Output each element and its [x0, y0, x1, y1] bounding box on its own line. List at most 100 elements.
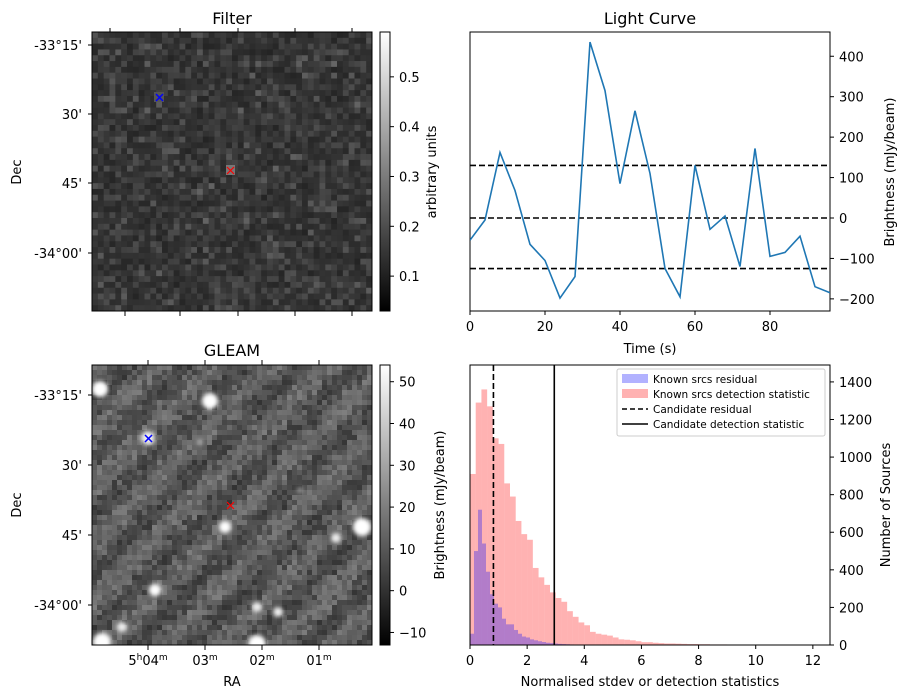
- gleam-colorbar-tick: 40: [399, 418, 416, 433]
- histogram-xlabel: Normalised stdev or detection statistics: [521, 675, 780, 690]
- gleam-colorbar-tick: 30: [399, 459, 416, 474]
- filter-colorbar: [379, 31, 391, 312]
- filter-colorbar-tick: 0.1: [399, 270, 420, 285]
- filter-colorbar-ticks: 0.1 0.2 0.3 0.4 0.5: [390, 71, 420, 285]
- filter-panel: Filter -33°15'30'45'-34°00' Dec 0.10.20.…: [10, 9, 440, 316]
- histogram-bar: [561, 601, 568, 645]
- filter-top-ticks: [109, 28, 353, 316]
- lightcurve-xlabel: Time (s): [623, 342, 677, 357]
- gleam-panel: GLEAM -33°15'30'45'-34°00' 5h04m 03m 02m 01…: [10, 341, 426, 690]
- lightcurve-ytick-label: −100: [839, 252, 875, 267]
- gleam-colorbar-ticks: −10 0 10 20 30 40 50: [390, 376, 426, 641]
- histogram-xtick-label: 12: [805, 654, 822, 669]
- histogram-bar: [522, 636, 526, 645]
- gleam-y-axis: -33°15' 30' 45' -34°00': [34, 389, 92, 614]
- histogram-bar: [534, 640, 538, 645]
- histogram-bar: [478, 509, 482, 645]
- histogram-bar: [550, 592, 556, 645]
- histogram-bar: [515, 520, 522, 645]
- filter-image: [92, 32, 373, 312]
- histogram-bar: [481, 389, 488, 645]
- histogram-bar: [658, 643, 665, 645]
- lightcurve-ytick-label: 200: [839, 131, 864, 146]
- histogram-bar: [546, 642, 550, 645]
- histogram-bar: [521, 534, 528, 645]
- filter-known-source-marker: [155, 93, 164, 102]
- lightcurve-ylabel: Brightness (mJy/beam): [883, 98, 898, 247]
- gleam-xtick-label: 03m: [192, 653, 217, 669]
- legend-swatch-residual: [622, 374, 648, 383]
- histogram-bar: [542, 641, 546, 645]
- histogram-bar: [618, 639, 625, 645]
- histogram-ylabel: Number of Sources: [879, 443, 894, 568]
- gleam-image: [92, 365, 372, 645]
- histogram-bar: [518, 633, 522, 645]
- histogram-panel: 0 2 4 6 8 10 12 0 200 400 600 800 1000 1200 1400 Norm…: [433, 364, 894, 690]
- lightcurve-panel: Light Curve 0 20 40 60 80 −200 −100 0 100 200 300…: [466, 9, 898, 357]
- gleam-known-source-marker: [144, 434, 153, 443]
- gleam-frame: [91, 364, 373, 646]
- histogram-bar: [647, 642, 653, 645]
- gleam-xtick-label: 01m: [306, 653, 331, 669]
- histogram-bar: [578, 622, 585, 645]
- lightcurve-xtick-label: 0: [466, 320, 474, 335]
- gleam-colorbar-tick: 50: [399, 376, 416, 391]
- histogram-xtick-label: 6: [637, 654, 645, 669]
- histogram-y-axis: 0 200 400 600 800 1000 1200 1400: [830, 376, 872, 654]
- lightcurve-ytick-label: 100: [839, 172, 864, 187]
- gleam-colorbar-tick: 20: [399, 501, 416, 516]
- histogram-bar: [664, 643, 670, 645]
- gleam-ytick-label: 45': [62, 529, 82, 544]
- gleam-xlabel: RA: [223, 675, 241, 690]
- histogram-bar: [601, 634, 608, 645]
- gleam-colorbar: [379, 364, 391, 646]
- lightcurve-xtick-label: 20: [537, 320, 554, 335]
- histogram-x-axis: 0 2 4 6 8 10 12: [466, 645, 821, 669]
- gleam-colorbar-tick: −10: [399, 626, 426, 641]
- gleam-title: GLEAM: [204, 341, 260, 360]
- histogram-bar: [607, 635, 613, 645]
- lightcurve-ytick-label: 400: [839, 50, 864, 65]
- legend-label-residual: Known srcs residual: [653, 374, 757, 386]
- histogram-bar: [527, 539, 533, 645]
- histogram-bar: [530, 639, 534, 645]
- histogram-bar: [498, 607, 502, 645]
- histogram-xtick-label: 2: [523, 654, 531, 669]
- histogram-xtick-label: 8: [694, 654, 702, 669]
- filter-ytick-label: 45': [62, 177, 82, 192]
- histogram-bar: [630, 640, 636, 645]
- histogram-bar: [550, 643, 554, 645]
- lightcurve-y-axis: −200 −100 0 100 200 300 400: [830, 50, 875, 308]
- legend-label-candidate-detection: Candidate detection statistic: [653, 419, 805, 431]
- histogram-bar: [572, 616, 579, 645]
- histogram-bar: [494, 603, 498, 645]
- histogram-bar: [670, 643, 676, 645]
- filter-colorbar-tick: 0.3: [399, 170, 420, 185]
- histogram-bar: [538, 577, 545, 645]
- histogram-bar: [510, 624, 514, 645]
- histogram-bar: [487, 406, 493, 645]
- filter-y-axis: -33°15' 30' 45' -34°00': [34, 39, 92, 262]
- histogram-bar: [498, 443, 505, 645]
- histogram-bar: [510, 496, 516, 645]
- gleam-xtick-label: 02m: [249, 653, 274, 669]
- lightcurve-title: Light Curve: [604, 9, 696, 28]
- histogram-bar: [514, 629, 518, 645]
- gleam-colorbar-tick: 0: [399, 585, 407, 600]
- gleam-colorbar-tick: 10: [399, 543, 416, 558]
- histogram-bar: [474, 551, 478, 645]
- filter-title: Filter: [212, 9, 252, 28]
- histogram-bar: [595, 633, 602, 645]
- lightcurve-xtick-label: 80: [762, 320, 779, 335]
- histogram-candidate-lines: [492, 365, 556, 645]
- lightcurve-threshold-lines: [470, 164, 830, 270]
- histogram-bar: [544, 584, 550, 645]
- filter-ytick-label: 30': [62, 108, 82, 123]
- histogram-bar: [538, 641, 542, 645]
- histogram-bar: [470, 633, 474, 645]
- histogram-bar: [482, 543, 486, 645]
- histogram-bar: [532, 567, 539, 645]
- histogram-bar: [652, 642, 659, 645]
- histogram-ytick-label: 0: [839, 639, 847, 654]
